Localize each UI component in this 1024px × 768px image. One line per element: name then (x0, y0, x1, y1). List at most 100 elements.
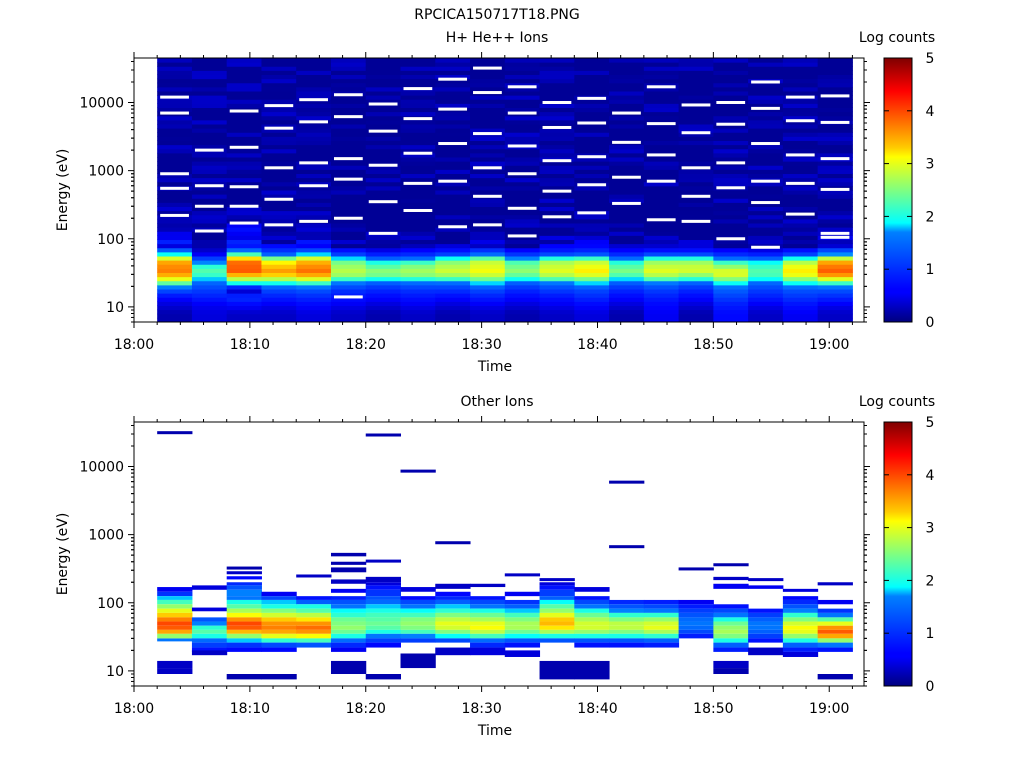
heatmap-cell (817, 647, 853, 652)
heatmap-cell (609, 301, 645, 306)
heatmap-cell (435, 272, 471, 278)
empty-energy-bin (785, 181, 815, 185)
heatmap-cell (365, 181, 402, 187)
heatmap-cell (574, 309, 610, 315)
heatmap-cell (330, 272, 367, 278)
heatmap-cell (365, 604, 402, 609)
heatmap-cell (365, 625, 402, 630)
heatmap-cell (574, 177, 610, 183)
empty-energy-bin (368, 129, 398, 133)
heatmap-cell (330, 612, 367, 618)
empty-energy-bin (333, 93, 363, 97)
heatmap-cell (713, 660, 749, 669)
heatmap-cell (678, 621, 714, 626)
heatmap-cell (261, 301, 297, 306)
heatmap-cell (470, 115, 506, 121)
heatmap-cell (365, 297, 402, 302)
heatmap-cell (504, 301, 541, 306)
heatmap-cell (330, 148, 367, 154)
heatmap-cell (296, 194, 332, 199)
heatmap-cell (643, 612, 680, 618)
panel-other-ions: Other Ions 18:00 18:10 18:20 18:30 18:40 18:5… (55, 394, 935, 739)
heatmap-cell (470, 99, 506, 104)
heatmap-cell (400, 124, 436, 129)
heatmap-cell (296, 621, 332, 626)
heatmap-cell (574, 660, 610, 680)
heatmap-cell (330, 74, 367, 80)
heatmap-cell (748, 231, 784, 236)
heatmap-cell (574, 293, 610, 298)
heatmap-cell (748, 301, 784, 306)
heatmap-cell (643, 206, 680, 212)
heatmap-cell (191, 190, 228, 195)
heatmap-cell (748, 124, 784, 129)
heatmap-cell (435, 157, 471, 162)
heatmap-cell (782, 264, 819, 269)
heatmap-cell (400, 596, 436, 600)
colorbar-tick-label: 4 (926, 104, 935, 120)
heatmap-cell (678, 210, 714, 216)
heatmap-cell (191, 235, 228, 240)
heatmap-cell (296, 107, 332, 113)
heatmap-cell (504, 573, 541, 577)
heatmap-cell (643, 309, 680, 315)
colorbar-tick-label: 2 (926, 573, 935, 589)
heatmap-cell (400, 260, 436, 265)
heatmap-cell (157, 280, 193, 286)
heatmap-cell (817, 66, 853, 71)
heatmap-cell (470, 161, 506, 166)
heatmap-cell (817, 633, 853, 639)
heatmap-cell (609, 638, 645, 643)
heatmap-cell (157, 289, 193, 294)
heatmap-cell (226, 210, 262, 216)
heatmap-cell (817, 173, 853, 179)
heatmap-cell (330, 70, 367, 75)
heatmap-cell (817, 582, 853, 586)
heatmap-cell (748, 74, 784, 80)
heatmap-cell (400, 119, 436, 125)
heatmap-cell (643, 297, 680, 302)
heatmap-cell (782, 58, 819, 63)
heatmap-cell (574, 165, 610, 170)
heatmap-cell (504, 152, 541, 158)
heatmap-cell (643, 642, 680, 648)
heatmap-cell (748, 647, 784, 656)
heatmap-cell (609, 128, 645, 133)
heatmap-cell (504, 293, 541, 298)
heatmap-cell (782, 260, 819, 265)
heatmap-cell (678, 235, 714, 240)
heatmap-cell (643, 148, 680, 154)
heatmap-cell (435, 218, 471, 224)
heatmap-cell (678, 223, 714, 228)
heatmap-cell (261, 260, 297, 265)
heatmap-cell (782, 107, 819, 113)
heatmap-cell (609, 107, 645, 113)
heatmap-cell (817, 181, 853, 187)
heatmap-cell (609, 604, 645, 609)
heatmap-cell (191, 251, 228, 257)
heatmap-cell (435, 198, 471, 203)
heatmap-cell (748, 181, 784, 187)
heatmap-cell (643, 633, 680, 639)
heatmap-cell (817, 625, 853, 630)
heatmap-cell (678, 268, 714, 273)
heatmap-cell (782, 268, 819, 273)
heatmap-cell (365, 227, 402, 232)
heatmap-cell (191, 124, 228, 129)
empty-energy-bin (160, 172, 189, 176)
heatmap-cell (504, 115, 541, 121)
heatmap-cell (782, 313, 819, 319)
heatmap-cell (226, 132, 262, 137)
x-axis-title: Time (477, 723, 512, 739)
heatmap-cell (226, 301, 262, 306)
heatmap-cell (226, 111, 262, 117)
heatmap-cell (400, 633, 436, 639)
heatmap-cell (330, 82, 367, 88)
plot-frame (133, 421, 865, 687)
heatmap-cell (296, 612, 332, 618)
heatmap-cell (261, 144, 297, 150)
heatmap-cell (400, 148, 436, 154)
heatmap-cell (643, 132, 680, 137)
heatmap-cell (157, 194, 193, 199)
heatmap-cell (157, 276, 193, 282)
